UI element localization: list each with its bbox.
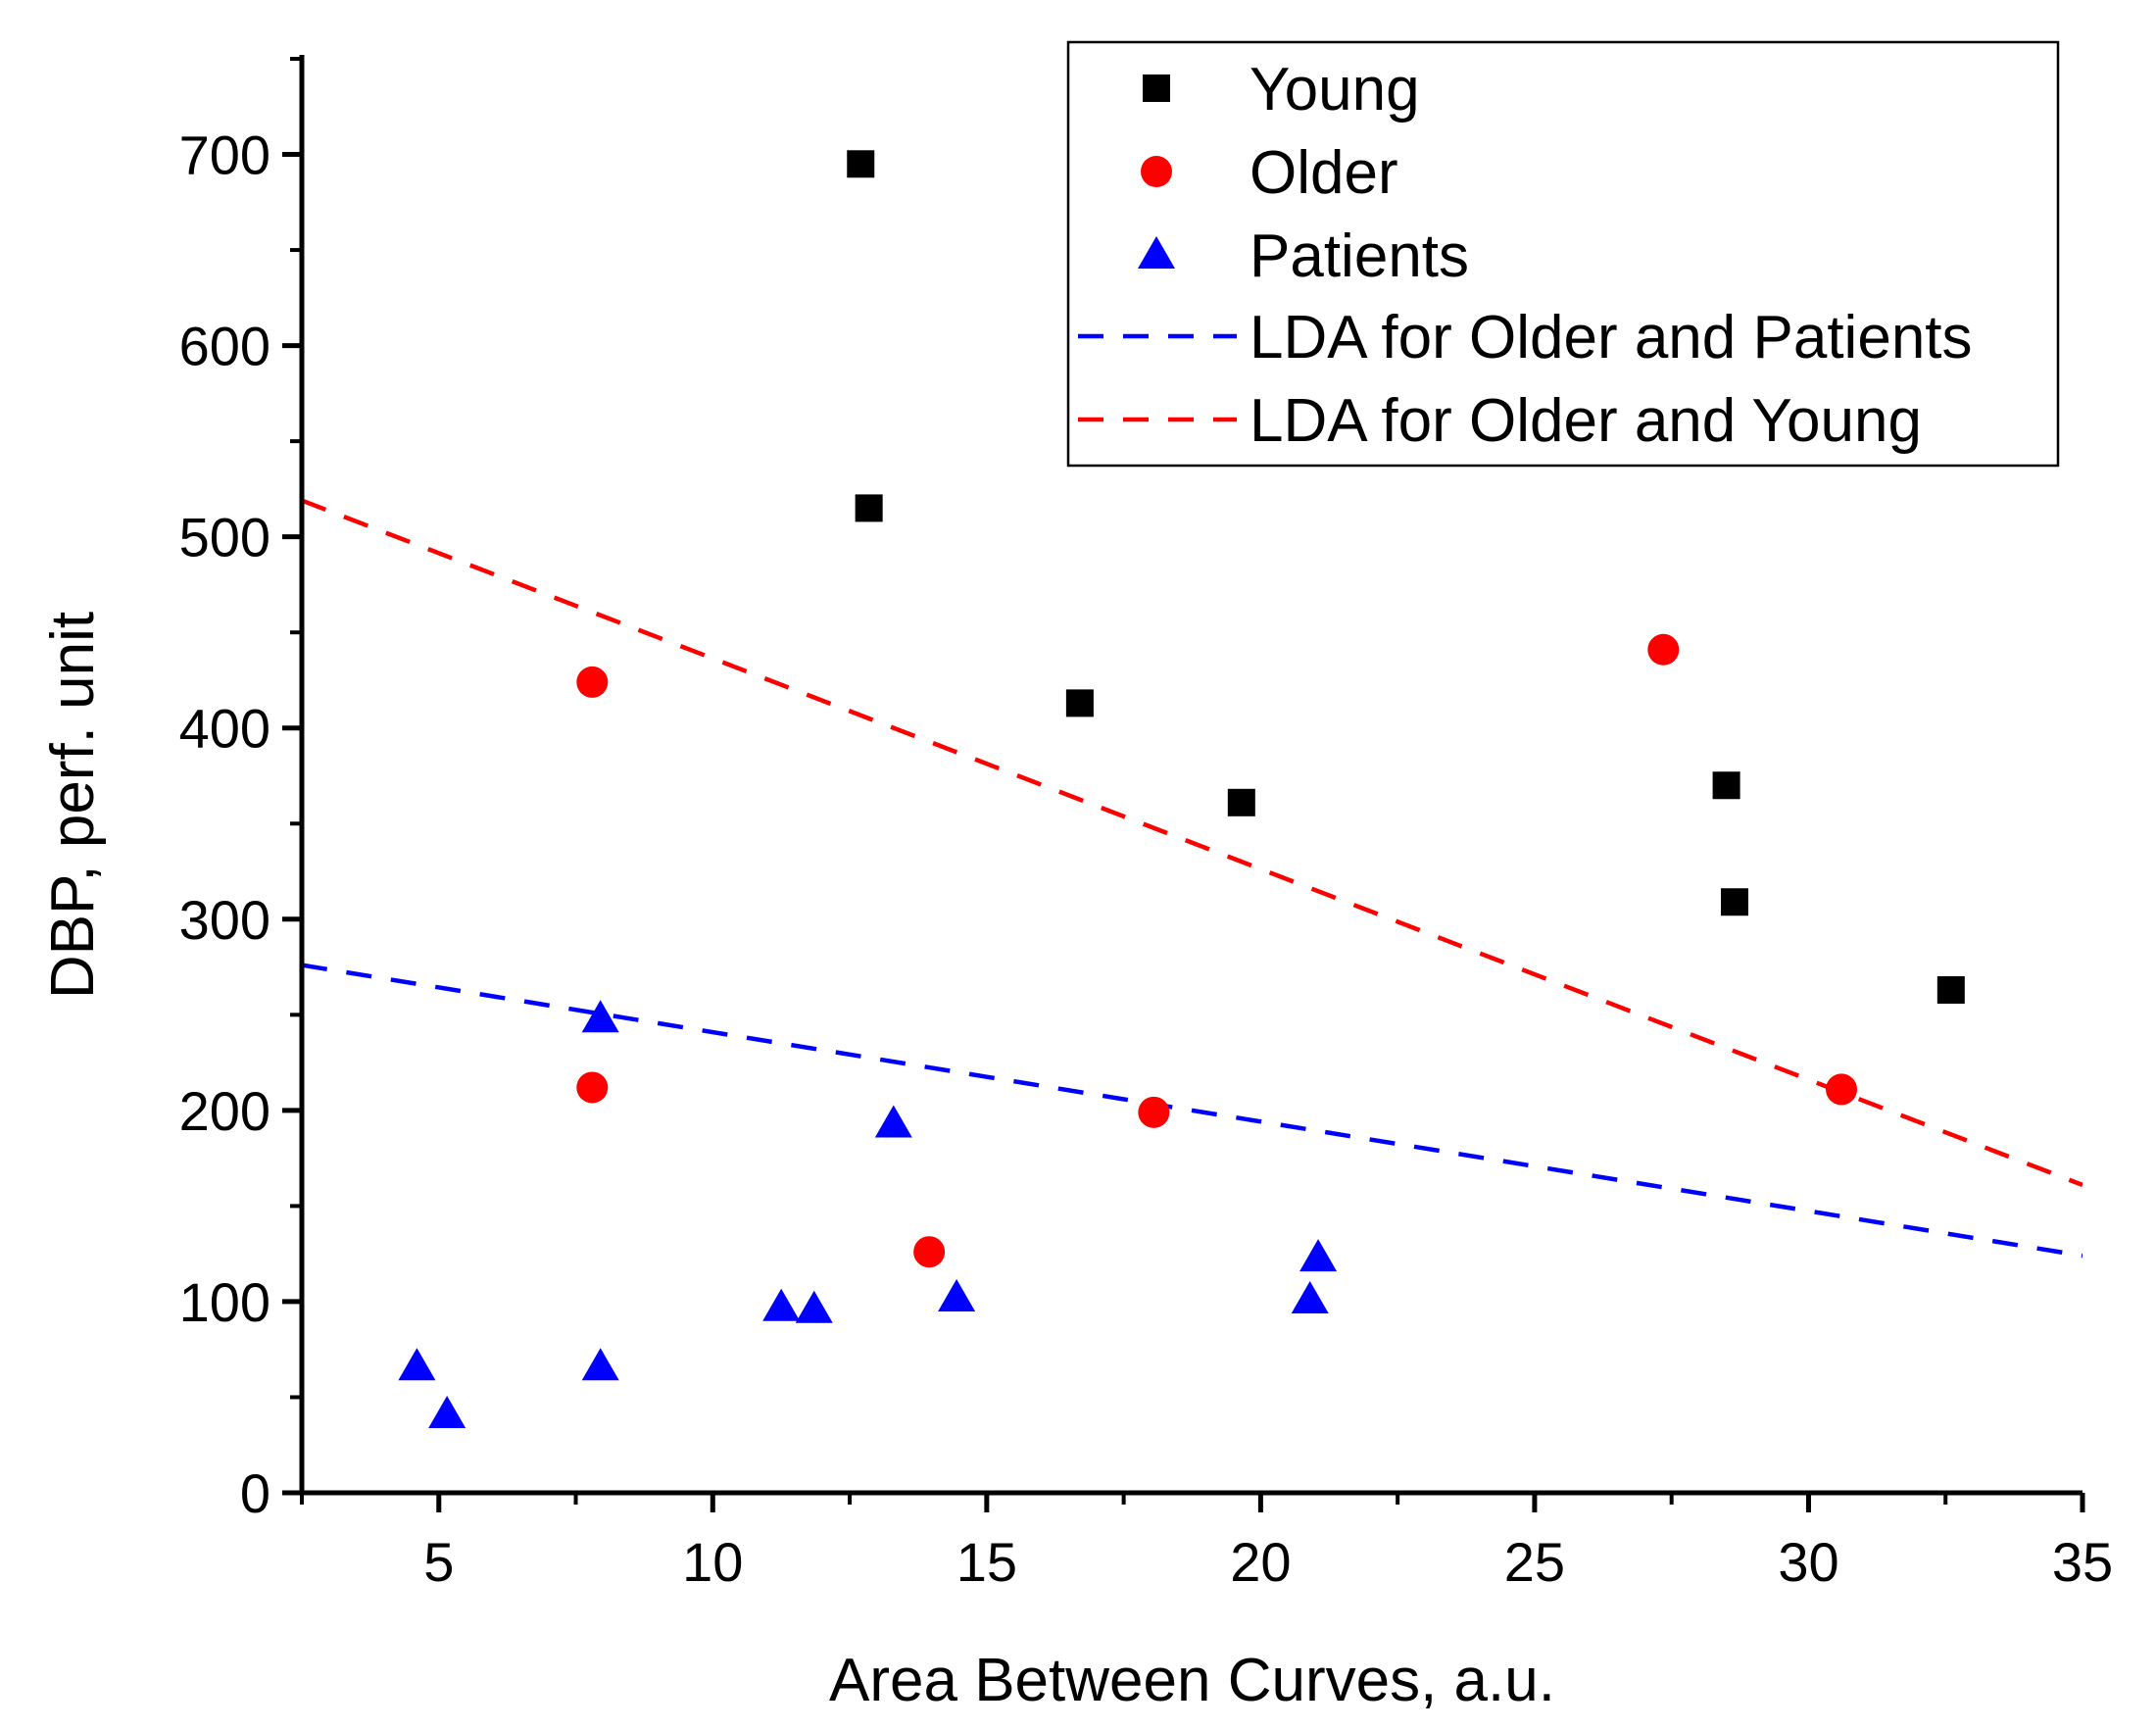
x-tick-label: 25	[1504, 1531, 1565, 1593]
data-point-patients	[1299, 1239, 1338, 1272]
legend-symbol-patients	[1138, 236, 1175, 269]
legend-label-young: Young	[1250, 56, 1420, 124]
series-young	[847, 150, 1965, 1004]
x-tick-label: 20	[1230, 1531, 1291, 1593]
data-point-patients	[938, 1279, 976, 1312]
legend-symbol-young	[1143, 74, 1170, 102]
series-patients	[398, 1000, 1338, 1429]
legend-label-lda: LDA for Older and Young	[1250, 387, 1922, 455]
lda-lines	[302, 498, 2082, 1259]
data-point-patients	[762, 1288, 801, 1321]
legend-label-patients: Patients	[1250, 222, 1469, 290]
x-tick-label: 5	[423, 1531, 454, 1593]
y-tick-label: 400	[179, 698, 270, 760]
lda-line-older-patients	[302, 963, 2082, 1259]
data-point-patients	[874, 1105, 912, 1138]
x-tick-label: 10	[682, 1531, 743, 1593]
y-tick-label: 200	[179, 1080, 270, 1142]
y-tick-label: 700	[179, 124, 270, 186]
data-point-patients	[795, 1290, 833, 1323]
y-tick-label: 500	[179, 507, 270, 568]
y-tick-label: 100	[179, 1271, 270, 1333]
x-tick-label: 30	[1778, 1531, 1838, 1593]
series-older	[576, 633, 1858, 1268]
legend: Young Older Patients LDA for Older and Pati…	[1066, 40, 2060, 468]
x-axis-title: Area Between Curves, a.u.	[829, 1647, 1555, 1714]
data-point-older	[1826, 1073, 1858, 1106]
data-point-patients	[581, 1000, 619, 1033]
data-point-young	[1936, 975, 1965, 1004]
data-point-young	[1227, 788, 1255, 816]
data-point-patients	[581, 1348, 619, 1381]
data-point-patients	[1291, 1280, 1329, 1313]
x-tick-label: 15	[956, 1531, 1017, 1593]
data-point-older	[913, 1236, 946, 1268]
data-point-young	[855, 494, 883, 522]
plot-layer	[302, 150, 2082, 1429]
data-point-patients	[428, 1396, 466, 1429]
data-point-older	[576, 1071, 609, 1104]
legend-symbol-older	[1141, 156, 1172, 187]
lda-line-older-young	[302, 498, 2082, 1188]
data-point-young	[847, 150, 875, 178]
y-axis-title: DBP, perf. unit	[39, 612, 107, 999]
data-point-young	[1712, 771, 1740, 800]
legend-label-lda: LDA for Older and Patients	[1250, 304, 1973, 371]
data-point-patients	[398, 1348, 436, 1381]
y-tick-label: 300	[179, 889, 270, 951]
axes-layer: 0 100 200 300 400 500 600 700 5 10 15 20 25 30 35	[179, 55, 2113, 1593]
data-point-older	[1138, 1096, 1170, 1128]
data-point-young	[1720, 888, 1748, 916]
legend-box	[1066, 40, 2060, 468]
y-tick-label: 0	[240, 1462, 270, 1524]
data-point-young	[1065, 689, 1094, 717]
data-point-older	[1647, 633, 1680, 666]
y-tick-label: 600	[179, 316, 270, 377]
x-tick-label: 35	[2052, 1531, 2113, 1593]
legend-label-older: Older	[1250, 139, 1398, 207]
data-point-older	[576, 666, 609, 698]
